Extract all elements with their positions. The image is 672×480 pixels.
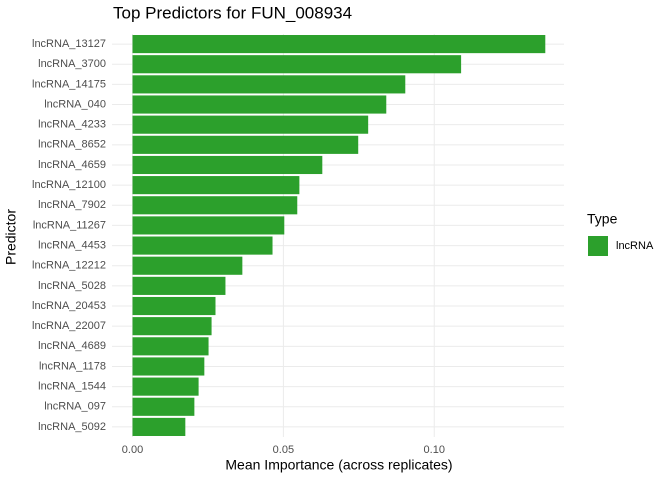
y-tick-label: lncRNA_4689 — [38, 340, 106, 352]
x-axis-title: Mean Importance (across replicates) — [225, 457, 452, 473]
y-tick-label: lncRNA_13127 — [32, 38, 106, 50]
legend-swatch — [588, 236, 608, 256]
y-tick-label: lncRNA_1178 — [39, 360, 106, 372]
bar — [132, 296, 216, 316]
y-tick-label: lncRNA_1544 — [38, 381, 106, 393]
y-tick-label: lncRNA_11267 — [33, 219, 106, 231]
legend-label: lncRNA — [616, 240, 654, 252]
bar — [132, 377, 199, 396]
y-tick-label: lncRNA_7902 — [38, 199, 106, 211]
y-tick-label: lncRNA_12212 — [32, 260, 106, 272]
x-tick-label: 0.05 — [273, 444, 294, 456]
y-tick-label: lncRNA_097 — [44, 401, 106, 413]
bar — [132, 417, 186, 436]
bar — [132, 337, 209, 356]
chart-title: Top Predictors for FUN_008934 — [113, 3, 352, 22]
y-tick-label: lncRNA_5092 — [38, 421, 106, 433]
bar — [132, 55, 462, 74]
bar — [132, 75, 406, 94]
bar — [132, 276, 226, 295]
bar — [132, 115, 369, 134]
y-axis-title: Predictor — [3, 209, 19, 265]
bar — [132, 95, 387, 114]
x-tick-label: 0.10 — [424, 444, 445, 456]
bar — [132, 135, 359, 154]
y-tick-label: lncRNA_4659 — [38, 159, 106, 171]
y-tick-label: lncRNA_3700 — [38, 58, 106, 70]
x-tick-label: 0.00 — [122, 444, 143, 456]
y-tick-label: lncRNA_040 — [44, 98, 106, 110]
bar — [132, 176, 300, 195]
bar — [132, 256, 243, 275]
y-tick-label: lncRNA_14175 — [32, 78, 106, 90]
bar — [132, 317, 212, 336]
y-tick-label: lncRNA_4453 — [38, 239, 106, 251]
bar — [132, 196, 298, 215]
y-tick-label: lncRNA_8652 — [38, 139, 106, 151]
bar — [132, 35, 546, 54]
bar — [132, 216, 285, 235]
legend-title: Type — [587, 211, 618, 227]
bar — [132, 236, 273, 255]
bar — [132, 357, 205, 376]
bar — [132, 155, 323, 175]
y-tick-label: lncRNA_22007 — [32, 320, 106, 332]
bar — [132, 397, 195, 416]
y-tick-label: lncRNA_20453 — [32, 300, 106, 312]
y-tick-label: lncRNA_4233 — [38, 119, 106, 131]
y-tick-label: lncRNA_12100 — [32, 179, 106, 191]
y-tick-label: lncRNA_5028 — [38, 280, 106, 292]
